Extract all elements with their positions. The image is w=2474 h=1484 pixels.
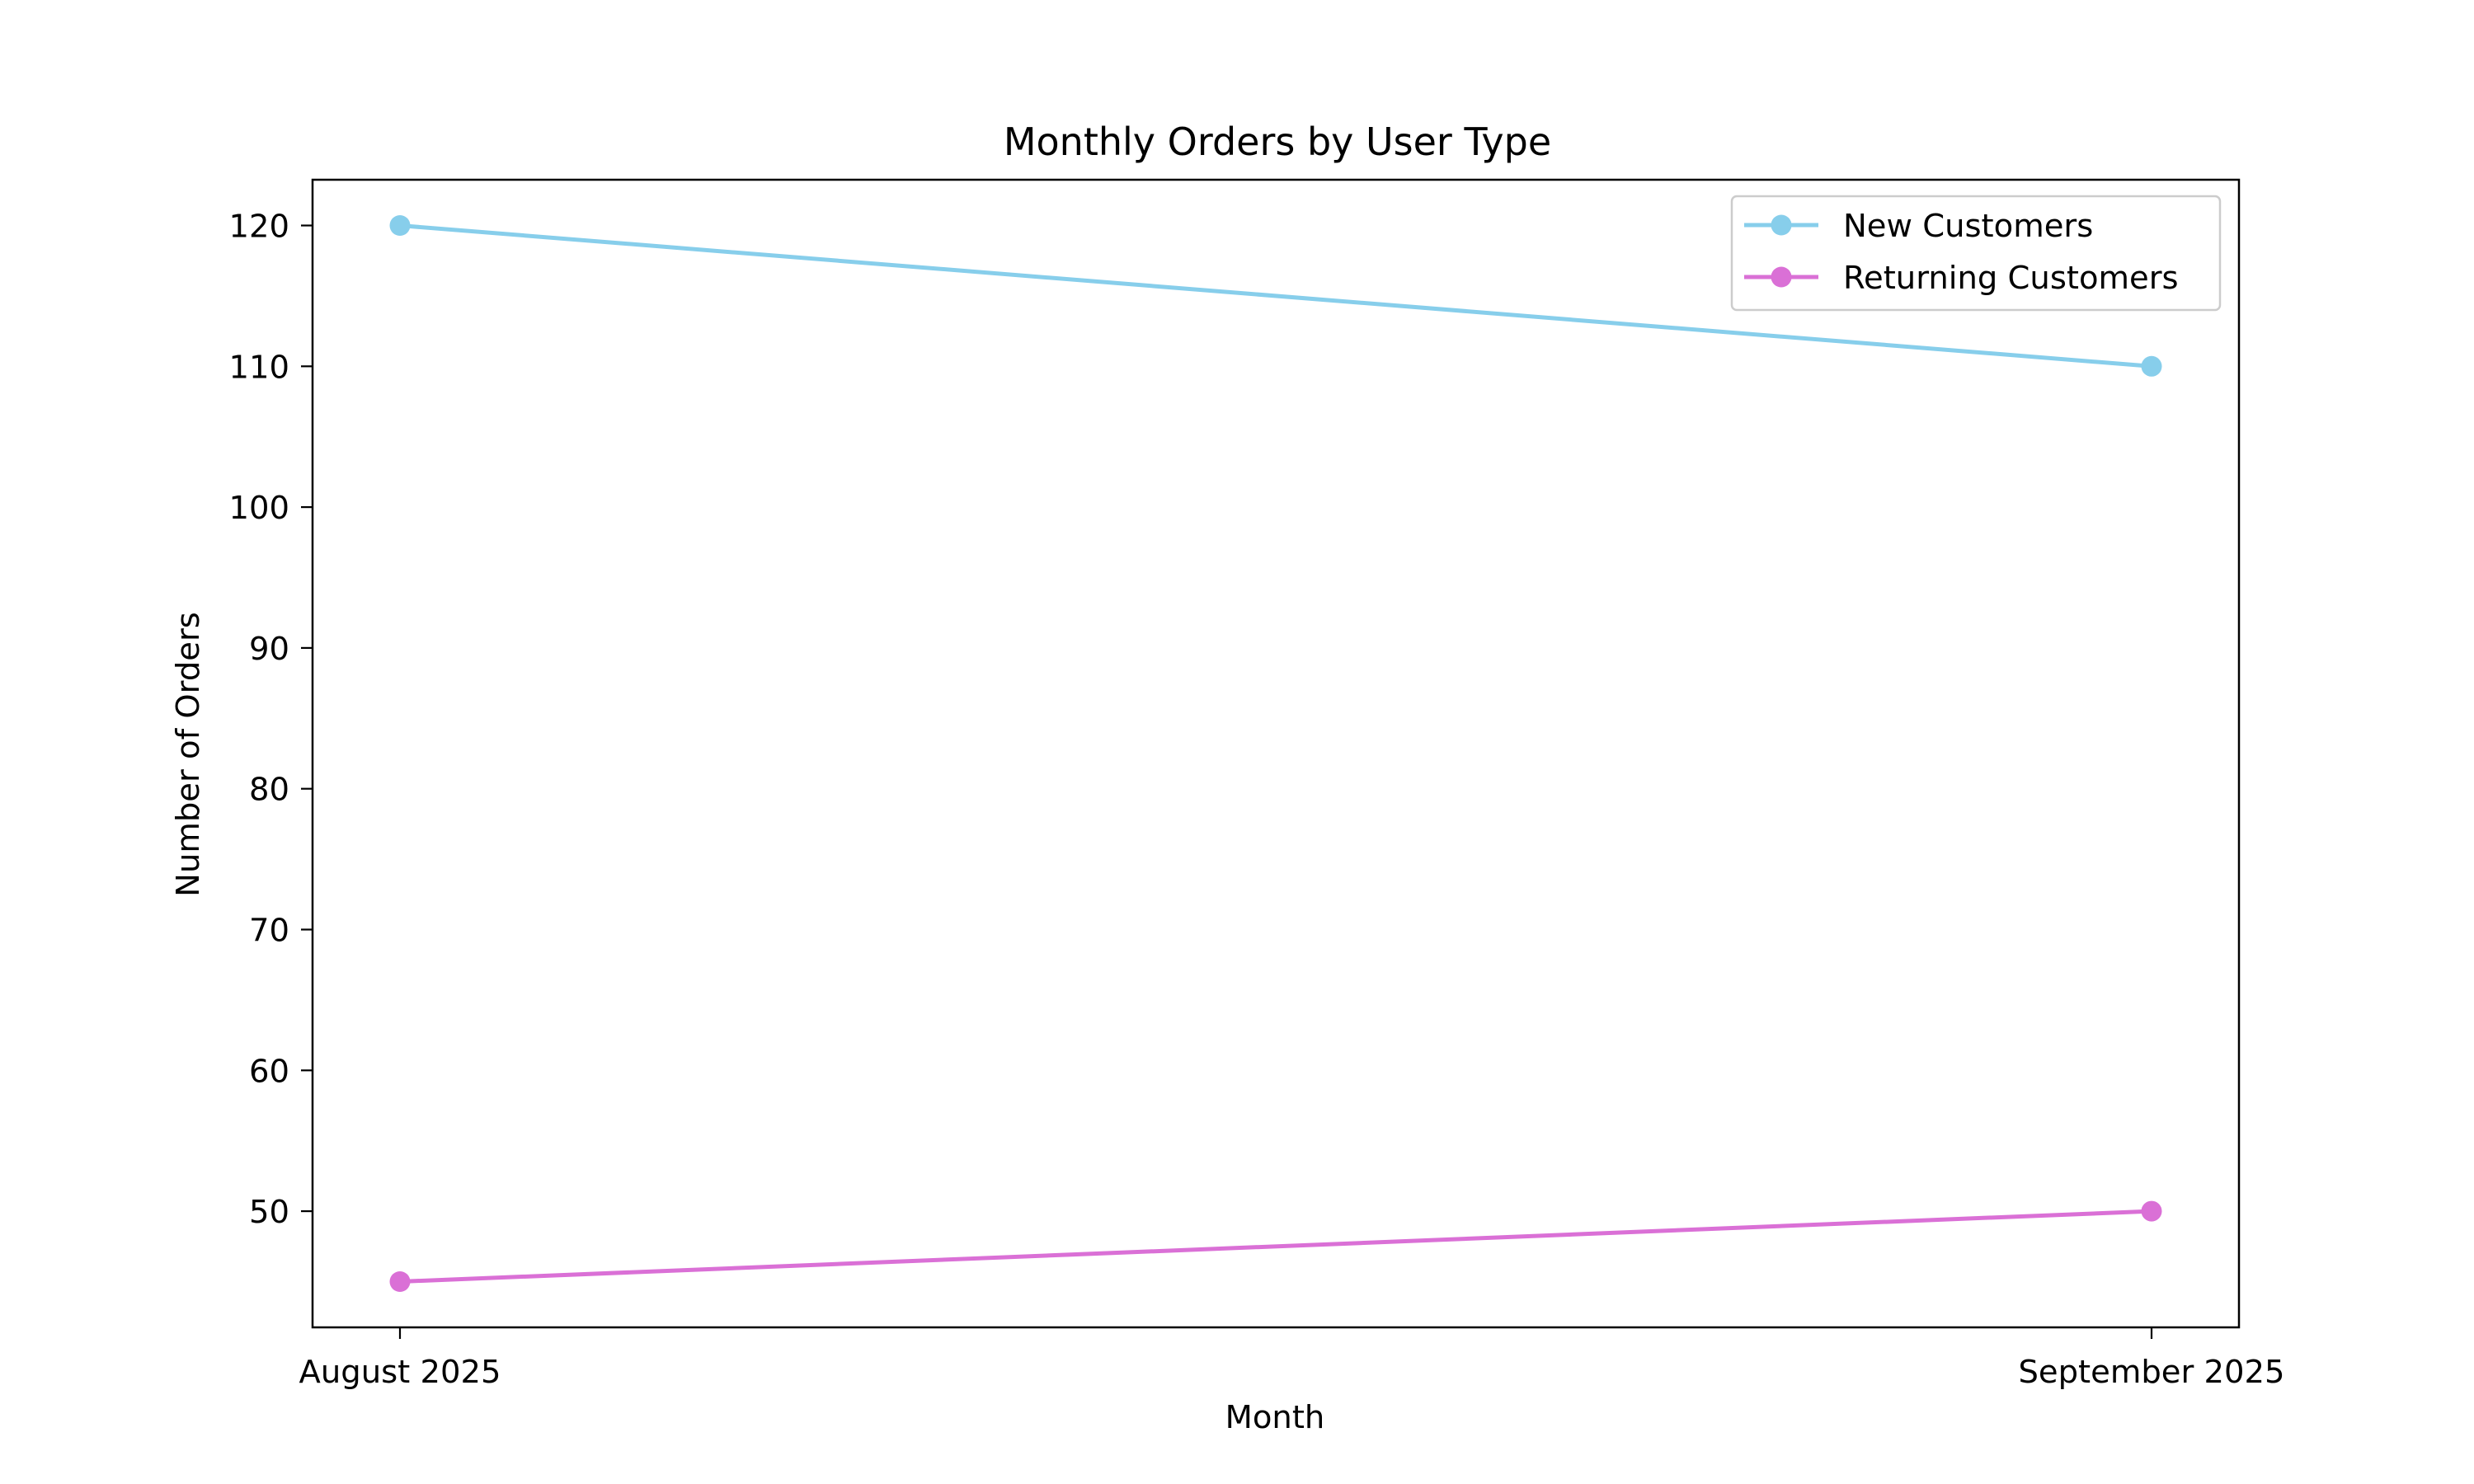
data-point [389,215,411,237]
legend-entry: New Customers [1744,208,2093,245]
series-1 [389,1200,2162,1292]
data-point [2141,355,2162,377]
x-tick-label: September 2025 [2018,1354,2284,1391]
series-line [397,223,2154,369]
legend: New Customers Returning Customers [1730,195,2222,312]
legend-label: New Customers [1843,208,2093,245]
legend-label: Returning Customers [1843,260,2179,297]
y-axis-label: Number of Orders [170,612,207,897]
y-tick-label: 120 [229,209,290,246]
y-tick-label: 90 [249,631,289,668]
y-tick-label: 110 [229,349,290,386]
data-point [389,1270,411,1292]
series-layer [389,215,2162,1292]
y-tick-label: 70 [249,912,289,949]
plot-frame [311,178,2241,1329]
x-axis-label: Month [1225,1399,1325,1436]
legend-entry: Returning Customers [1744,260,2179,297]
y-axis: 50 60 70 80 90 100 110 120 [229,209,313,1231]
y-tick-label: 50 [249,1194,289,1231]
x-tick-label: August 2025 [299,1354,501,1391]
plot-area: 50 60 70 80 90 100 110 120 August 2025 September… [229,178,2285,1391]
legend-box [1730,195,2222,312]
data-point [2141,1200,2162,1222]
series-line [397,1209,2154,1284]
y-tick-label: 80 [249,772,289,809]
x-axis: August 2025 September 2025 [299,1327,2285,1391]
y-tick-label: 60 [249,1053,289,1090]
series-0 [389,215,2162,377]
legend-marker-swatch [1771,266,1792,288]
legend-marker-swatch [1771,214,1792,236]
chart-title: Monthly Orders by User Type [1004,120,1551,164]
y-tick-label: 100 [229,490,290,527]
